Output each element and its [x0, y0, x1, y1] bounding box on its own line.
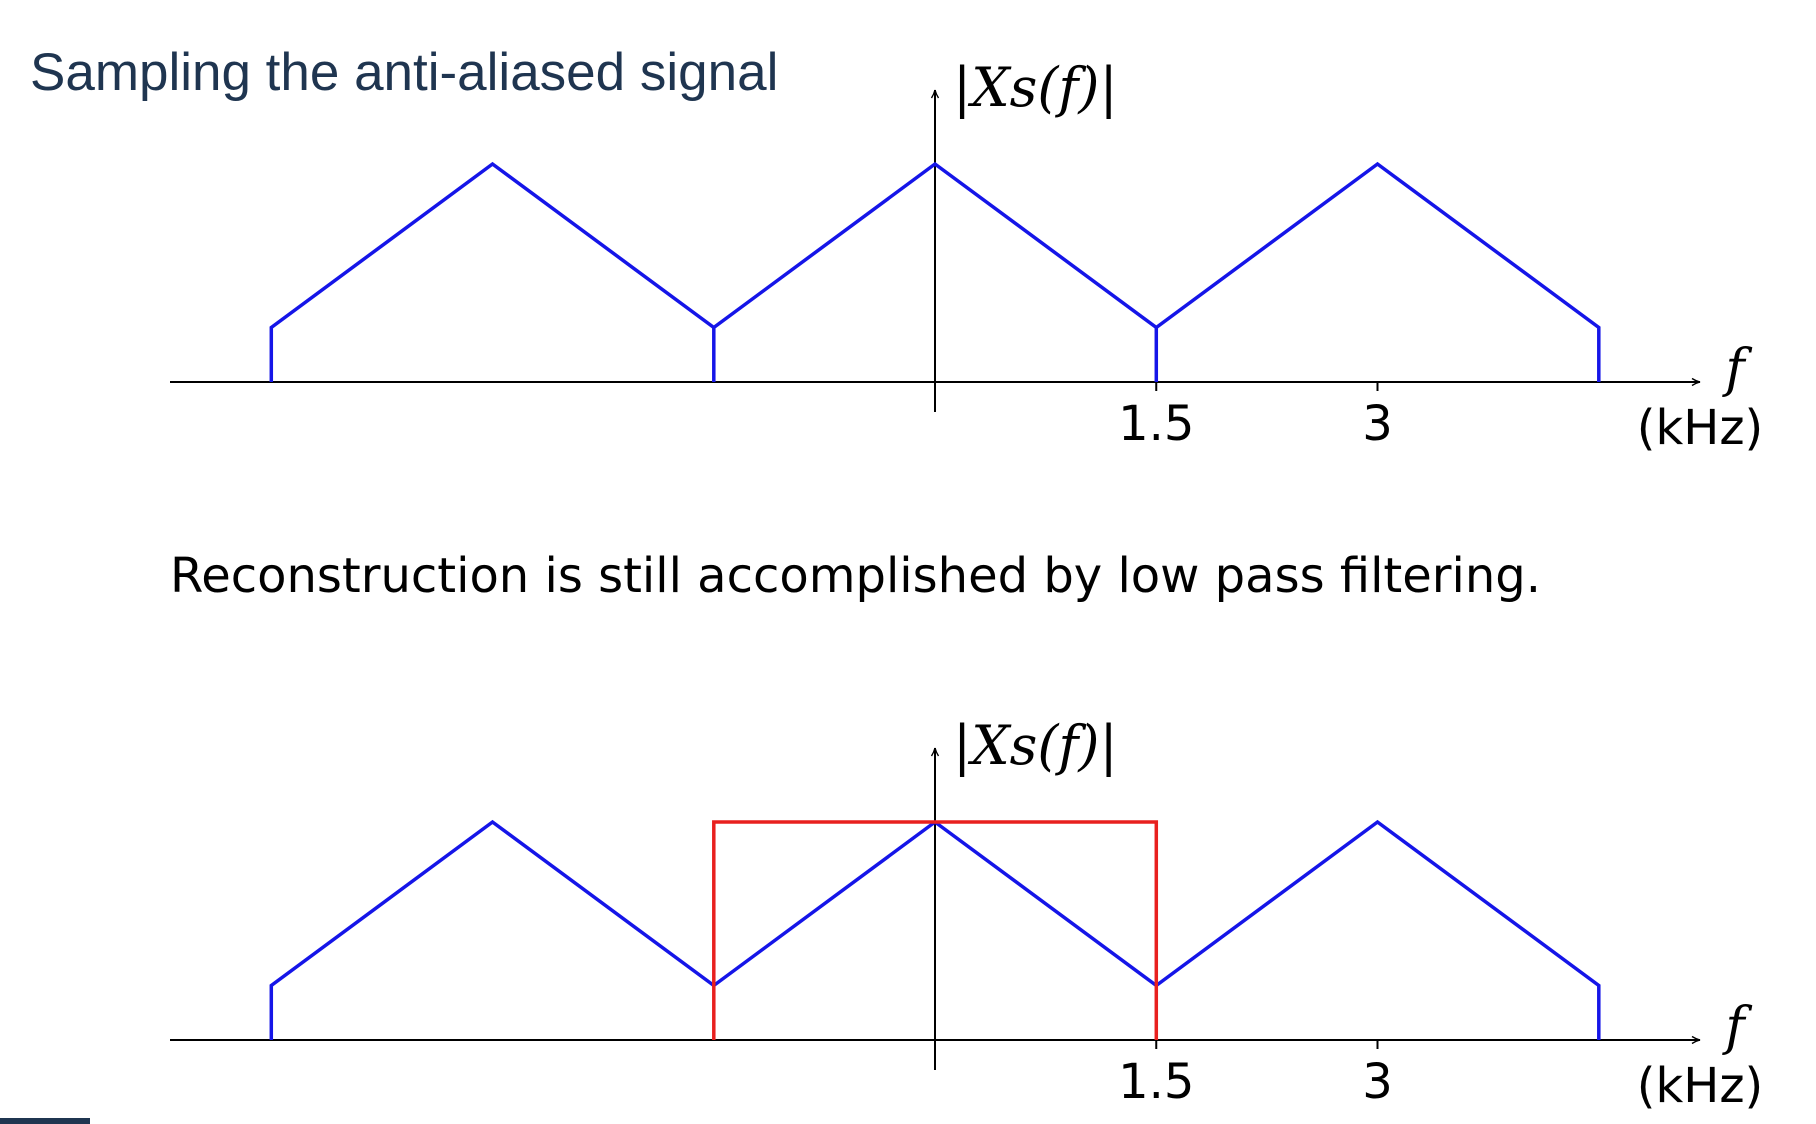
x-tick-label: 1.5	[1118, 396, 1194, 452]
slide-title: Sampling the anti-aliased signal	[30, 43, 779, 102]
slide-caption: Reconstruction is still accomplished by …	[170, 548, 1541, 604]
x-tick-label: 3	[1362, 1054, 1393, 1110]
x-tick-label: 3	[1362, 396, 1393, 452]
spectrum-chart-sampled: 1.5 3 |Xs(f)| f(kHz)	[170, 56, 1763, 456]
y-axis-label: |Xs(f)|	[953, 56, 1118, 119]
y-axis-label: |Xs(f)|	[953, 714, 1118, 777]
footer-accent-bar	[0, 1118, 90, 1124]
lowpass-filter-line	[712, 820, 1159, 1040]
x-axis-label: f	[1721, 339, 1752, 399]
x-tick-label: 1.5	[1118, 1054, 1194, 1110]
spectrum-chart-with-lowpass-filter: 1.5 3 |Xs(f)| f(kHz)	[170, 714, 1763, 1114]
x-axis-unit: (kHz)	[1637, 1058, 1764, 1114]
spectrum-line	[269, 161, 1601, 382]
x-axis-label: f	[1721, 997, 1752, 1057]
x-axis-unit: (kHz)	[1637, 400, 1764, 456]
